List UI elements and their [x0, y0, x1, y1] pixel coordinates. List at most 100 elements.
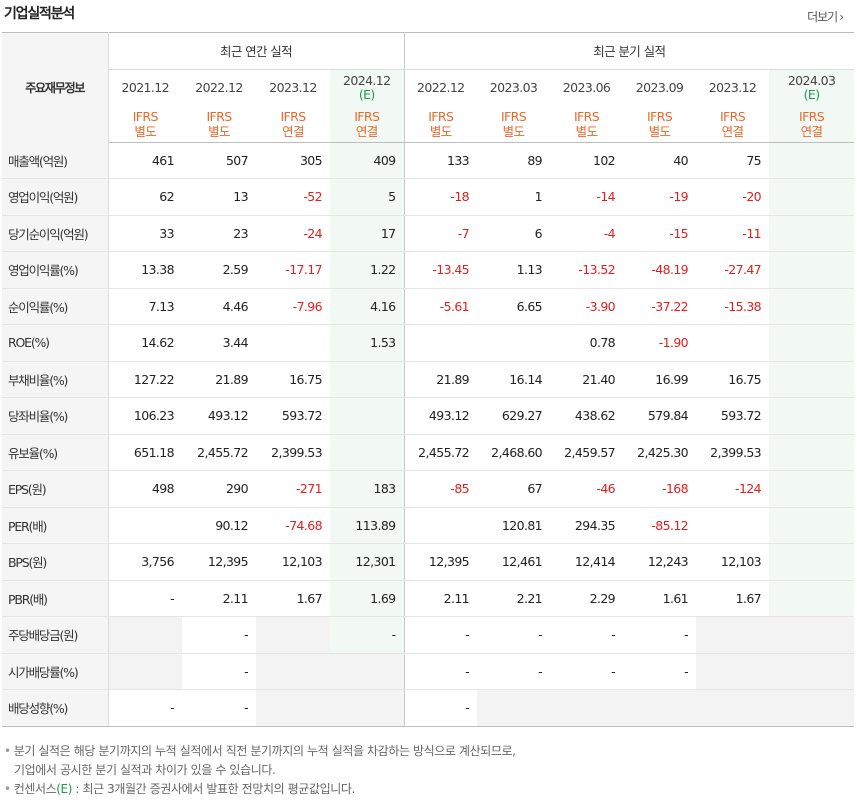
data-cell: -15 — [623, 215, 697, 252]
data-cell: - — [477, 616, 551, 654]
data-cell: 4.46 — [182, 288, 256, 325]
data-cell — [404, 507, 478, 544]
row-label: PBR(배) — [2, 580, 109, 617]
period-header: 2024.12 (E) — [330, 69, 405, 106]
row-label: 매출액(억원) — [2, 142, 109, 179]
annual-group-header: 최근 연간 실적 — [108, 32, 405, 70]
data-cell: 498 — [108, 470, 182, 508]
chevron-right-icon: › — [839, 10, 844, 24]
data-cell — [769, 251, 855, 289]
row-label: 부채비율(%) — [2, 360, 109, 398]
data-cell: 493.12 — [182, 397, 256, 435]
data-cell — [769, 215, 855, 252]
data-cell: 2,455.72 — [404, 434, 478, 471]
data-cell: 507 — [182, 142, 256, 179]
data-cell: - — [550, 616, 624, 654]
data-cell: 4.16 — [330, 288, 405, 325]
footnote-1: • 분기 실적은 해당 분기까지의 누적 실적에서 직전 분기까지의 누적 실적을… — [4, 744, 516, 758]
data-cell: 2,399.53 — [696, 434, 770, 471]
data-cell: - — [623, 616, 697, 654]
data-cell: 14.62 — [108, 324, 182, 362]
data-cell: 0.78 — [550, 324, 624, 362]
data-cell: 593.72 — [256, 397, 330, 435]
table-row: BPS(원) 3,756 12,395 12,103 12,301 12,395 12,46… — [2, 543, 855, 581]
data-cell — [108, 507, 182, 544]
period-header: 2023.09 — [635, 79, 684, 95]
data-cell — [623, 689, 697, 727]
more-link[interactable]: 더보기 › — [807, 8, 844, 25]
row-label: EPS(원) — [2, 470, 109, 508]
data-cell — [330, 689, 405, 727]
data-cell: 16.14 — [477, 360, 551, 398]
footnote-1-cont: 기업에서 공시한 분기 실적과 차이가 있을 수 있습니다. — [14, 763, 276, 777]
table-row: EPS(원) 498 290 -271 183 -85 67 -46 -168 -124 — [2, 470, 855, 508]
data-cell: -7.96 — [256, 288, 330, 325]
data-cell: -48.19 — [623, 251, 697, 289]
period-header: 2023.03 — [489, 79, 538, 95]
data-cell: 2,468.60 — [477, 434, 551, 471]
data-cell: -19 — [623, 178, 697, 216]
data-cell — [769, 324, 855, 362]
data-cell: -52 — [256, 178, 330, 216]
data-cell — [769, 288, 855, 325]
data-cell: 2,455.72 — [182, 434, 256, 471]
data-cell: 1.61 — [623, 580, 697, 617]
data-cell — [256, 689, 330, 727]
table-row: 주당배당금(원) - - - - - - — [2, 616, 855, 654]
data-cell — [330, 653, 405, 690]
data-cell: 305 — [256, 142, 330, 179]
data-cell: 133 — [404, 142, 478, 179]
row-label: 배당성향(%) — [2, 689, 109, 727]
data-cell: -46 — [550, 470, 624, 508]
data-cell: -85 — [404, 470, 478, 508]
data-cell: -20 — [696, 178, 770, 216]
data-cell: 67 — [477, 470, 551, 508]
data-cell: -24 — [256, 215, 330, 252]
accounting-standard: IFRS 별도 — [623, 105, 697, 143]
accounting-standard: IFRS 별도 — [550, 105, 624, 143]
table-row: PBR(배) -2.11 1.67 1.69 2.11 2.21 2.29 1.61 1.67 — [2, 580, 855, 617]
data-cell: 102 — [550, 142, 624, 179]
data-cell — [769, 689, 855, 727]
period-header: 2022.12 — [195, 79, 243, 95]
data-cell: 13.38 — [108, 251, 182, 289]
data-cell: 12,103 — [256, 543, 330, 581]
data-cell: -18 — [404, 178, 478, 216]
data-cell — [550, 689, 624, 727]
data-cell: 13 — [182, 178, 256, 216]
data-cell: 3,756 — [108, 543, 182, 581]
data-cell: -17.17 — [256, 251, 330, 289]
data-cell — [769, 616, 855, 654]
data-cell: 23 — [182, 215, 256, 252]
data-cell: - — [404, 616, 478, 654]
data-cell: 2.11 — [182, 580, 256, 617]
accounting-standard: IFRS 연결 — [256, 105, 330, 143]
data-cell: 579.84 — [623, 397, 697, 435]
accounting-standard: IFRS 연결 — [330, 105, 405, 143]
data-cell: -124 — [696, 470, 770, 508]
data-cell: -5.61 — [404, 288, 478, 325]
table-row: 유보율(%) 651.18 2,455.72 2,399.53 2,455.72 2,46… — [2, 434, 855, 471]
table-row: 순이익률(%) 7.13 4.46 -7.96 4.16 -5.61 6.65 -3.90 -3… — [2, 288, 855, 325]
row-label: PER(배) — [2, 507, 109, 544]
data-cell — [477, 324, 551, 362]
table-row: 당기순이익(억원) 33 23 -24 17 -7 6 -4 -15 -11 — [2, 215, 855, 252]
data-cell: 89 — [477, 142, 551, 179]
table-row: 배당성향(%) - - - — [2, 689, 855, 727]
data-cell: -74.68 — [256, 507, 330, 544]
data-cell: 2.21 — [477, 580, 551, 617]
data-cell: 127.22 — [108, 360, 182, 398]
data-cell — [769, 653, 855, 690]
data-cell: 12,243 — [623, 543, 697, 581]
period-header: 2023.12 — [269, 79, 317, 95]
data-cell: 2.59 — [182, 251, 256, 289]
data-cell: 2.29 — [550, 580, 624, 617]
data-cell: - — [330, 616, 405, 654]
accounting-standard: IFRS 별도 — [404, 105, 478, 143]
footnote-2: • 컨센서스(E) : 최근 3개월간 증권사에서 발표한 전망치의 평균값입니다… — [4, 782, 355, 796]
accounting-standard: IFRS 연결 — [769, 105, 855, 143]
period-header: 2024.03 (E) — [769, 69, 855, 106]
data-cell: 12,395 — [404, 543, 478, 581]
data-cell: 90.12 — [182, 507, 256, 544]
data-cell: - — [108, 689, 182, 727]
